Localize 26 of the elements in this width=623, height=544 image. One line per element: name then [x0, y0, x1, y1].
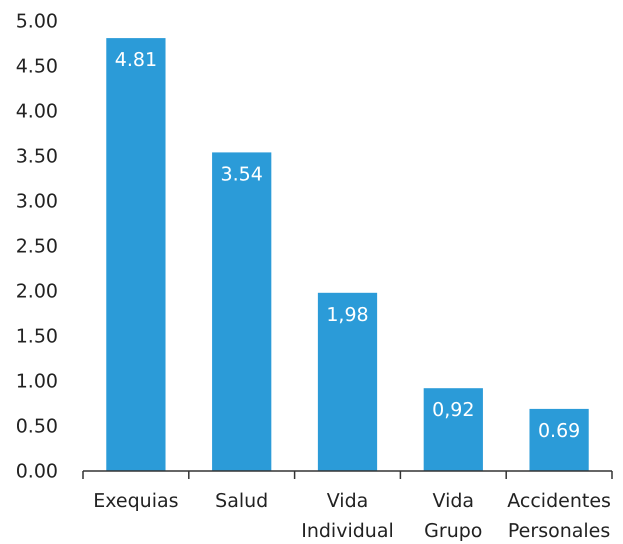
y-tick-label: 3.00 [16, 190, 58, 213]
bar [424, 388, 483, 471]
y-tick-label: 4.50 [16, 56, 58, 78]
x-tick-label: Vida Grupo [424, 490, 482, 542]
data-label: 3.54 [220, 163, 263, 186]
bar [106, 38, 166, 471]
x-tick-label: Accidentes Personales [507, 490, 611, 542]
x-tick-label: Salud [215, 490, 268, 512]
x-tick-label: Exequias [93, 490, 179, 512]
y-tick-label: 5.00 [16, 10, 58, 33]
data-label: 1,98 [326, 304, 369, 326]
y-tick-label: 3.50 [16, 146, 58, 168]
y-tick-label: 1.00 [16, 370, 58, 393]
data-label: 0.69 [538, 420, 580, 442]
y-tick-label: 4.00 [16, 100, 58, 123]
y-tick-label: 0.50 [16, 416, 58, 438]
y-tick-label: 2.50 [16, 236, 58, 258]
y-tick-label: 1.50 [16, 326, 58, 348]
y-tick-label: 0.00 [16, 460, 58, 483]
bar [212, 152, 272, 471]
bar [529, 408, 589, 471]
data-label: 4.81 [114, 49, 158, 72]
data-label: 0,92 [432, 399, 474, 422]
y-tick-label: 2.00 [16, 280, 58, 303]
x-tick-label: Vida Individual [301, 490, 394, 542]
bar [318, 292, 378, 471]
